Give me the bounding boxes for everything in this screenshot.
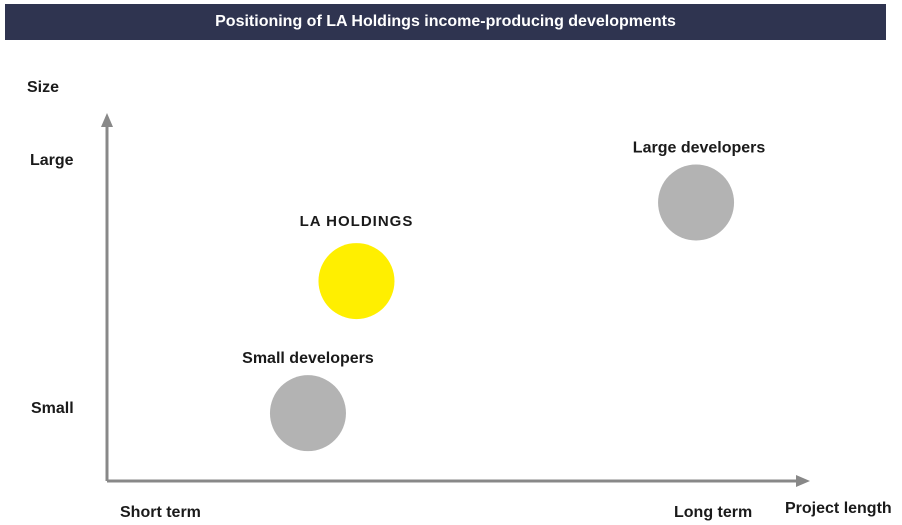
- x-tick-label-long: Long term: [674, 504, 753, 521]
- chart-title-bar: Positioning of LA Holdings income-produc…: [5, 4, 886, 40]
- y-tick-label-large: Large: [30, 152, 74, 169]
- x-axis-label: Project length: [785, 500, 892, 517]
- y-tick-label-small: Small: [31, 400, 74, 417]
- bubble-label-large-developers: Large developers: [633, 140, 766, 157]
- chart-title: Positioning of LA Holdings income-produc…: [215, 13, 676, 30]
- bubble-label-small-developers: Small developers: [242, 350, 374, 367]
- x-axis-arrowhead: [796, 475, 810, 487]
- y-axis-label: Size: [27, 79, 60, 96]
- bubble-label-la-holdings: LA HOLDINGS: [300, 213, 414, 230]
- bubble-la-holdings: [318, 243, 395, 320]
- bubble-small-developers: [269, 375, 346, 452]
- bubble-large-developers: [658, 164, 735, 241]
- x-tick-label-short: Short term: [120, 504, 201, 521]
- y-axis-arrowhead: [101, 113, 113, 127]
